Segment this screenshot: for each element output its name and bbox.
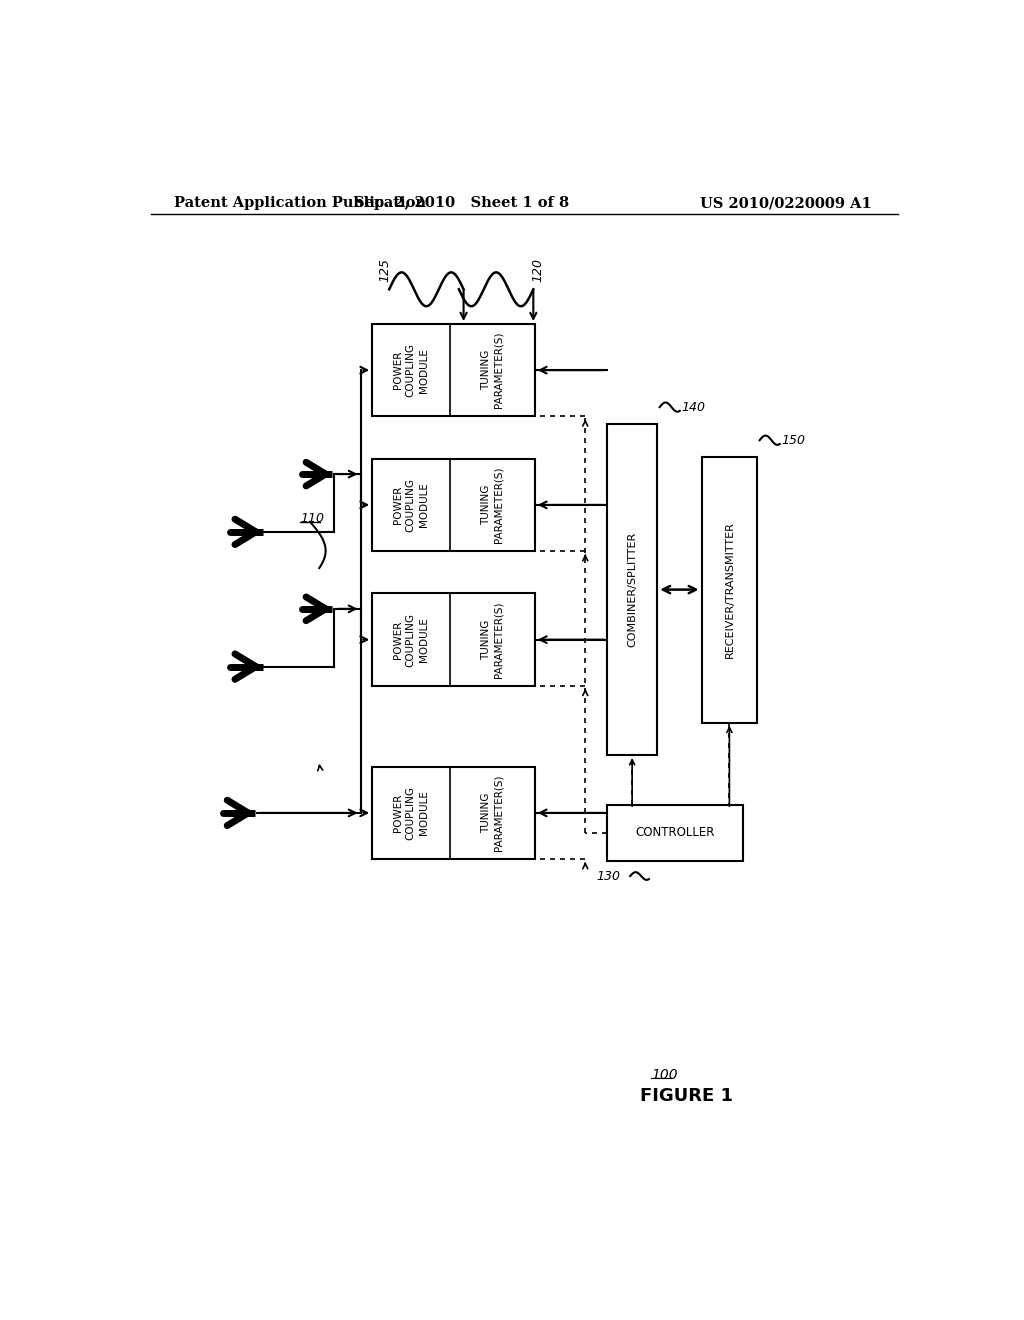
Bar — [372, 459, 535, 552]
Text: RECEIVER/TRANSMITTER: RECEIVER/TRANSMITTER — [724, 521, 734, 659]
Text: POWER
COUPLING
MODULE: POWER COUPLING MODULE — [392, 343, 429, 397]
Text: POWER
COUPLING
MODULE: POWER COUPLING MODULE — [392, 785, 429, 840]
Text: 150: 150 — [781, 434, 805, 446]
Text: TUNING
PARAMETER(S): TUNING PARAMETER(S) — [480, 602, 504, 678]
Text: TUNING
PARAMETER(S): TUNING PARAMETER(S) — [480, 331, 504, 408]
Bar — [372, 594, 535, 686]
Text: Patent Application Publication: Patent Application Publication — [174, 197, 427, 210]
Bar — [372, 767, 535, 859]
Text: COMBINER/SPLITTER: COMBINER/SPLITTER — [627, 532, 637, 647]
Text: 140: 140 — [681, 400, 706, 413]
Text: FIGURE 1: FIGURE 1 — [640, 1088, 732, 1105]
Text: CONTROLLER: CONTROLLER — [635, 826, 715, 840]
Bar — [701, 457, 758, 723]
Text: POWER
COUPLING
MODULE: POWER COUPLING MODULE — [392, 612, 429, 667]
Bar — [607, 424, 657, 755]
Text: TUNING
PARAMETER(S): TUNING PARAMETER(S) — [480, 775, 504, 851]
Text: POWER
COUPLING
MODULE: POWER COUPLING MODULE — [392, 478, 429, 532]
Text: 100: 100 — [651, 1068, 678, 1081]
Text: 110: 110 — [300, 512, 324, 525]
Bar — [372, 323, 535, 416]
Bar — [607, 805, 742, 861]
Text: US 2010/0220009 A1: US 2010/0220009 A1 — [700, 197, 872, 210]
Text: 120: 120 — [531, 257, 545, 282]
Text: TUNING
PARAMETER(S): TUNING PARAMETER(S) — [480, 467, 504, 543]
Text: Sep. 2, 2010   Sheet 1 of 8: Sep. 2, 2010 Sheet 1 of 8 — [353, 197, 568, 210]
Text: 125: 125 — [378, 257, 391, 282]
Text: 130: 130 — [597, 870, 621, 883]
